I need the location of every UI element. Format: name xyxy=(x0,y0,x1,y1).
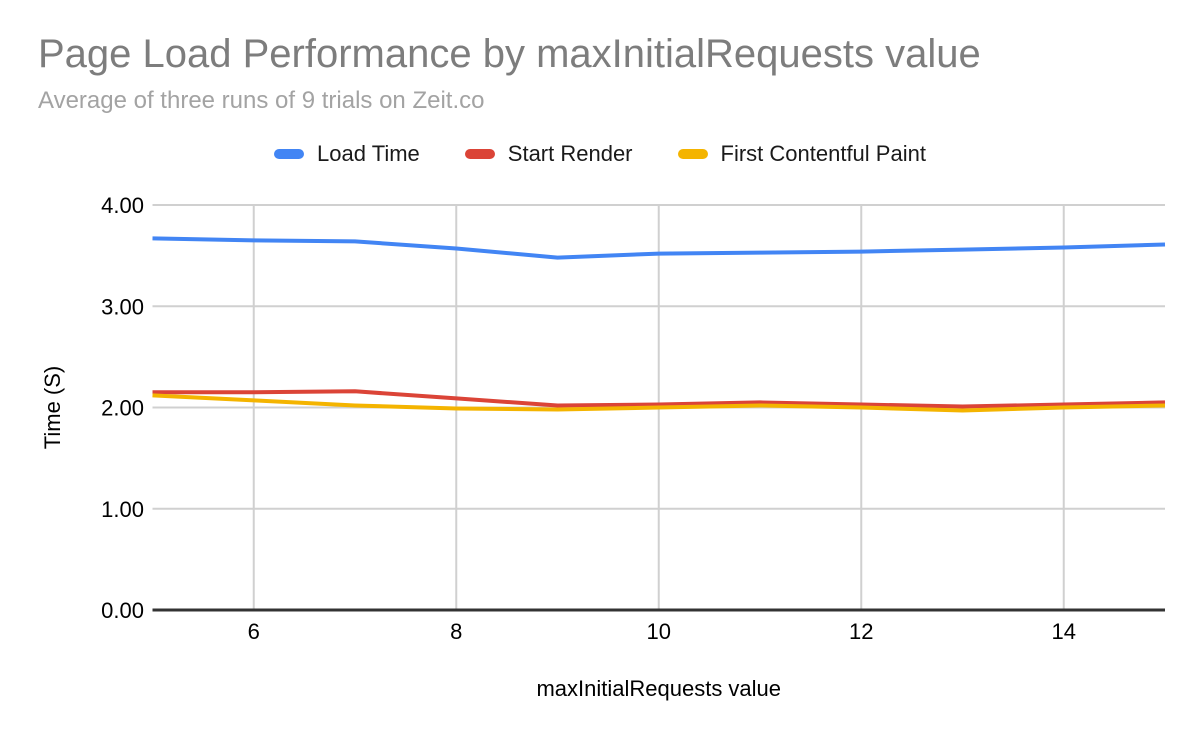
legend-item-first-contentful-paint: First Contentful Paint xyxy=(677,141,926,167)
y-tick-label-3: 3.00 xyxy=(101,294,144,319)
legend-swatch-load-time xyxy=(274,149,305,159)
x-tick-label-8: 8 xyxy=(450,619,462,644)
legend-label: First Contentful Paint xyxy=(720,141,926,166)
chart-subtitle: Average of three runs of 9 trials on Zei… xyxy=(38,87,485,114)
legend-item-load-time: Load Time xyxy=(274,141,420,167)
legend-swatch-first-contentful-paint xyxy=(677,149,708,159)
x-axis-title: maxInitialRequests value xyxy=(536,676,781,701)
series-line-start-render xyxy=(152,389,1166,409)
x-tick-label-12: 12 xyxy=(849,619,873,644)
series-line-first-contentful-paint xyxy=(152,393,1166,413)
x-tick-label-10: 10 xyxy=(647,619,671,644)
chart-title: Page Load Performance by maxInitialReque… xyxy=(38,32,981,76)
legend-item-start-render: Start Render xyxy=(464,141,633,167)
x-tick-label-14: 14 xyxy=(1052,619,1076,644)
x-tick-label-6: 6 xyxy=(248,619,260,644)
y-tick-label-4: 4.00 xyxy=(101,193,144,218)
series-line-load-time xyxy=(152,236,1166,260)
legend-swatch-start-render xyxy=(464,149,495,159)
legend-label: Start Render xyxy=(507,141,633,166)
y-axis-title: Time (S) xyxy=(40,366,65,450)
legend-label: Load Time xyxy=(317,141,420,166)
y-tick-label-0: 0.00 xyxy=(101,598,144,623)
legend: Load Time Start Render First Contentful Pa… xyxy=(0,141,1200,167)
y-tick-label-1: 1.00 xyxy=(101,497,144,522)
y-tick-label-2: 2.00 xyxy=(101,396,144,421)
